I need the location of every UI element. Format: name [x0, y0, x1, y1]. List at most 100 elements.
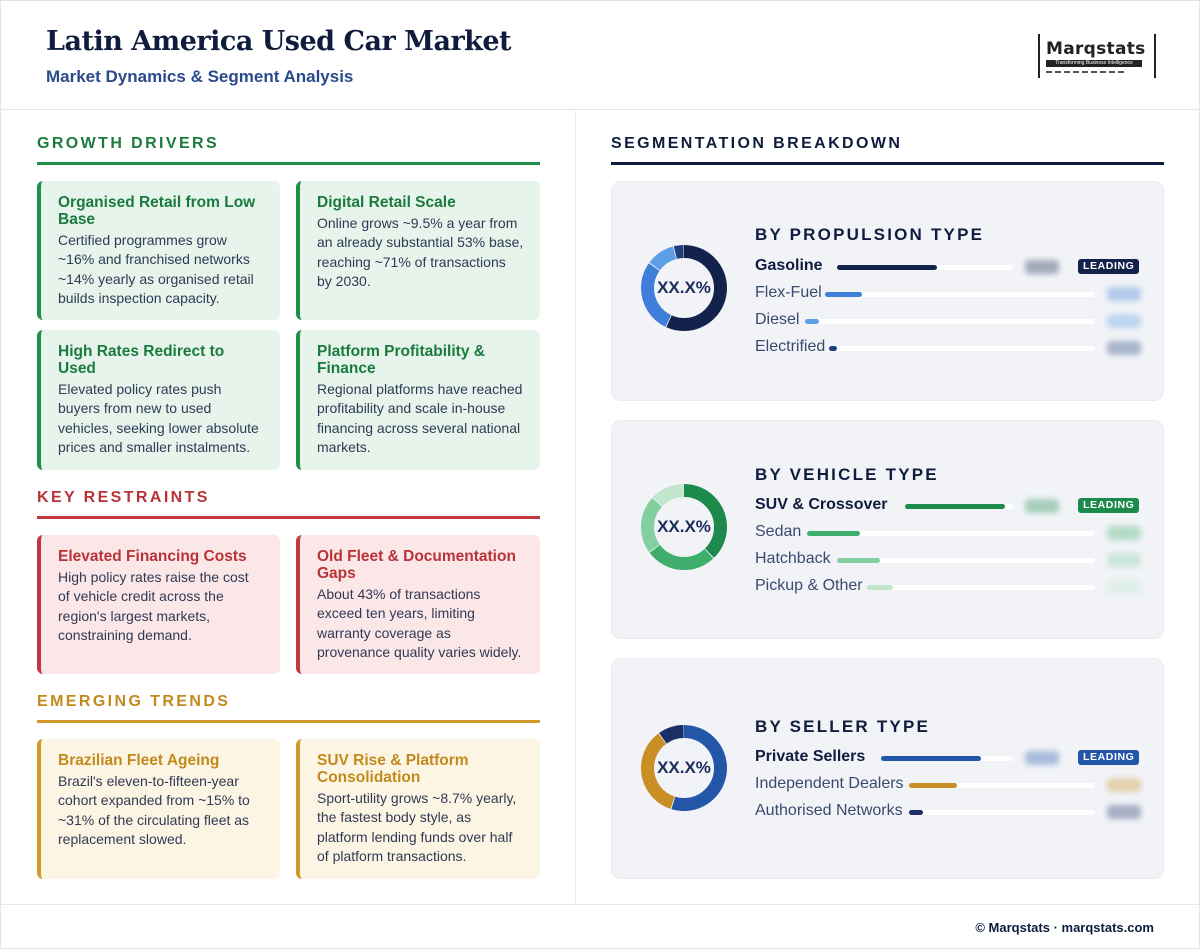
card-body: Sport-utility grows ~8.7% yearly, the fa…: [317, 790, 517, 865]
share-bar-track: [837, 558, 1095, 563]
donut-segment: [641, 245, 727, 331]
page-title: Latin America Used Car Market: [46, 26, 512, 57]
redacted-value: [1107, 580, 1141, 594]
logo-tagline: Transforming Business Intelligence: [1046, 60, 1142, 67]
trend-card: Brazilian Fleet Ageing Brazil's eleven-t…: [37, 739, 280, 879]
segment-label: Sedan: [755, 523, 802, 540]
redacted-value: [1025, 751, 1059, 765]
segment-label: Pickup & Other: [755, 577, 863, 594]
card-title: High Rates Redirect to Used: [58, 343, 225, 377]
donut-segment: [641, 245, 727, 331]
share-bar-track: [829, 346, 1095, 351]
share-bar-track: [905, 504, 1013, 509]
share-bar-fill: [909, 783, 957, 788]
donut-chart: [641, 245, 727, 331]
share-bar-fill: [807, 531, 860, 536]
share-bar-fill: [837, 558, 880, 563]
share-bar-track: [837, 265, 1013, 270]
restraint-card: Old Fleet & Documentation Gaps About 43%…: [296, 535, 540, 674]
seller-donut: XX.X%: [641, 725, 727, 811]
share-bar-fill: [905, 504, 1005, 509]
marqstats-logo: Marqstats Transforming Business Intellig…: [1038, 34, 1156, 78]
logo-name: Marqstats: [1046, 39, 1146, 59]
card-body: Elevated policy rates push buyers from n…: [58, 381, 259, 456]
share-bar-fill: [825, 292, 862, 297]
growth-drivers-heading: GROWTH DRIVERS: [37, 135, 220, 152]
share-bar-fill: [881, 756, 981, 761]
emerging-trends-heading: EMERGING TRENDS: [37, 693, 231, 710]
growth-driver-card: Digital Retail Scale Online grows ~9.5% …: [296, 181, 540, 320]
leading-badge: LEADING: [1078, 259, 1140, 274]
emerging-trends-rule: [37, 720, 540, 723]
redacted-value: [1107, 553, 1141, 567]
propulsion-donut: XX.X%: [641, 245, 727, 331]
segment-label: Authorised Networks: [755, 802, 903, 819]
growth-drivers-rule: [37, 162, 540, 165]
card-title: Organised Retail from Low Base: [58, 194, 256, 228]
share-bar-track: [909, 783, 1095, 788]
segment-label: SUV & Crossover: [755, 496, 888, 513]
footer-copyright: © Marqstats · marqstats.com: [975, 920, 1154, 935]
segmentation-heading: SEGMENTATION BREAKDOWN: [611, 135, 903, 152]
segmentation-rule: [611, 162, 1164, 165]
column-divider: [575, 111, 576, 904]
redacted-value: [1107, 314, 1141, 328]
share-bar-track: [825, 292, 1095, 297]
redacted-value: [1107, 778, 1141, 792]
restraint-card: Elevated Financing Costs High policy rat…: [37, 535, 280, 674]
leading-badge: LEADING: [1078, 498, 1140, 513]
vehicle-donut: XX.X%: [641, 484, 727, 570]
segment-label: Private Sellers: [755, 748, 866, 765]
growth-driver-card: High Rates Redirect to Used Elevated pol…: [37, 330, 280, 470]
donut-segment: [641, 484, 727, 570]
share-bar-fill: [805, 319, 819, 324]
trend-card: SUV Rise & Platform Consolidation Sport-…: [296, 739, 540, 879]
card-body: High policy rates raise the cost of vehi…: [58, 569, 249, 644]
donut-label: XX.X%: [657, 517, 711, 536]
card-title: Elevated Financing Costs: [58, 548, 247, 565]
growth-driver-card: Organised Retail from Low Base Certified…: [37, 181, 280, 320]
leading-badge: LEADING: [1078, 750, 1140, 765]
card-title: Brazilian Fleet Ageing: [58, 752, 220, 769]
key-restraints-rule: [37, 516, 540, 519]
share-bar-fill: [909, 810, 923, 815]
page-header: Latin America Used Car Market Market Dyn…: [0, 0, 1200, 110]
card-title: Old Fleet & Documentation Gaps: [317, 548, 516, 582]
segment-label: Independent Dealers: [755, 775, 904, 792]
donut-segment: [641, 484, 727, 570]
share-bar-track: [805, 319, 1095, 324]
card-title: Platform Profitability & Finance: [317, 343, 485, 377]
donut-label: XX.X%: [657, 278, 711, 297]
segment-label: Flex-Fuel: [755, 284, 822, 301]
share-bar-track: [881, 756, 1013, 761]
share-bar-track: [807, 531, 1095, 536]
card-body: Online grows ~9.5% a year from an alread…: [317, 215, 524, 290]
segment-label: Diesel: [755, 311, 800, 328]
donut-label: XX.X%: [657, 758, 711, 777]
redacted-value: [1107, 287, 1141, 301]
share-bar-track: [867, 585, 1095, 590]
key-restraints-heading: KEY RESTRAINTS: [37, 489, 210, 506]
seller-panel: XX.X% BY SELLER TYPE Private Sellers LEAD…: [611, 658, 1164, 879]
growth-driver-card: Platform Profitability & Finance Regiona…: [296, 330, 540, 470]
segment-label: Electrified: [755, 338, 826, 355]
redacted-value: [1025, 499, 1059, 513]
share-bar-track: [909, 810, 1095, 815]
card-body: About 43% of transactions exceed ten yea…: [317, 586, 522, 661]
card-title: SUV Rise & Platform Consolidation: [317, 752, 469, 786]
redacted-value: [1107, 805, 1141, 819]
redacted-value: [1025, 260, 1059, 274]
panel-heading: BY PROPULSION TYPE: [755, 225, 985, 244]
segment-label: Hatchback: [755, 550, 831, 567]
redacted-value: [1107, 526, 1141, 540]
panel-heading: BY SELLER TYPE: [755, 717, 931, 736]
donut-segment: [641, 484, 727, 570]
share-bar-fill: [829, 346, 837, 351]
page-subtitle: Market Dynamics & Segment Analysis: [46, 67, 354, 86]
share-bar-fill: [837, 265, 937, 270]
vehicle-panel: XX.X% BY VEHICLE TYPE SUV & Crossover LEA…: [611, 420, 1164, 639]
donut-segment: [641, 725, 727, 811]
share-bar-fill: [867, 585, 893, 590]
card-body: Certified programmes grow ~16% and franc…: [58, 232, 254, 307]
donut-segment: [641, 725, 727, 811]
